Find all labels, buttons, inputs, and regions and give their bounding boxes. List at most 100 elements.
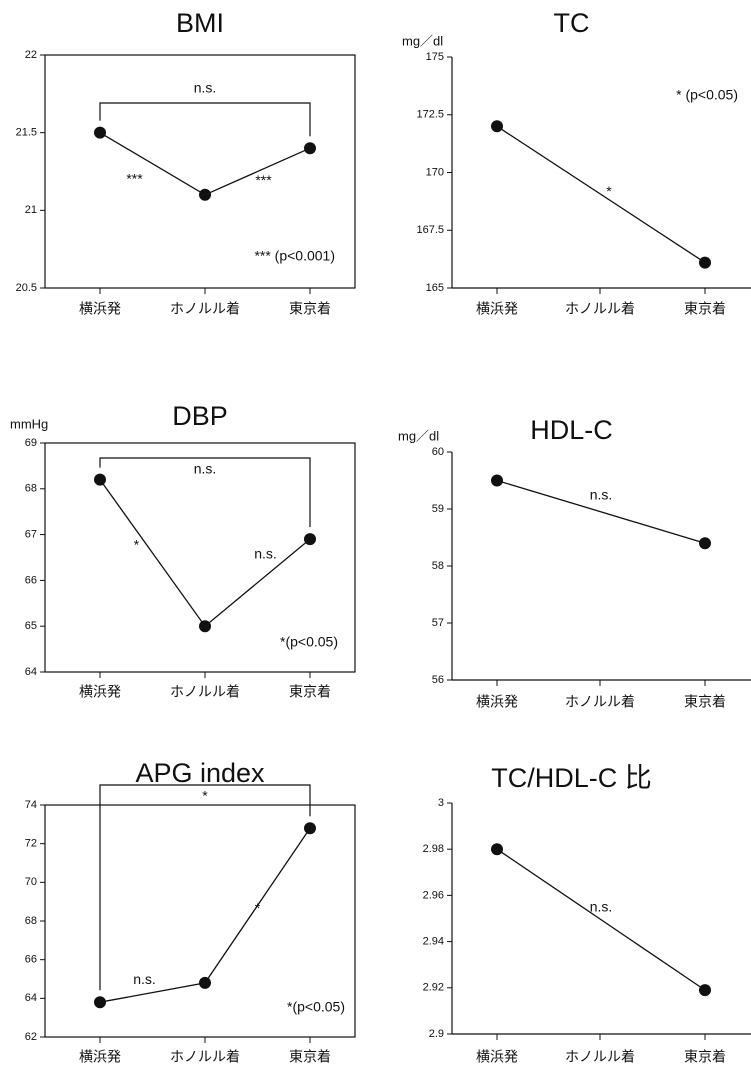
x-tick-label: 横浜発 (79, 684, 121, 700)
y-tick-label: 74 (25, 799, 37, 811)
y-tick-label: 2.94 (423, 936, 444, 948)
y-tick-label: 167.5 (416, 224, 444, 236)
data-point (699, 537, 711, 550)
x-tick-label: ホノルル着 (565, 694, 635, 710)
y-tick-label: 2.98 (423, 843, 444, 855)
plot-frame (44, 442, 356, 673)
y-tick-label: 62 (25, 1031, 37, 1043)
bracket (99, 102, 311, 137)
y-tick-label: 175 (426, 51, 444, 63)
y-tick-label: 56 (432, 674, 444, 686)
x-tick-label: ホノルル着 (565, 1049, 635, 1065)
data-line (496, 848, 706, 991)
chart-title: HDL-C (530, 415, 613, 445)
data-point (94, 126, 106, 139)
x-tick-label: 横浜発 (476, 301, 518, 317)
plot-frame (44, 54, 356, 289)
y-tick-label: 67 (25, 529, 37, 541)
segment-label: *** (126, 170, 143, 186)
data-line (496, 125, 706, 264)
data-point (94, 996, 106, 1009)
y-tick-label: 165 (426, 282, 444, 294)
segment-label: n.s. (590, 487, 613, 503)
y-tick-label: 68 (25, 483, 37, 495)
segment-label: n.s. (254, 545, 277, 561)
data-point (199, 620, 211, 633)
y-tick-label: 66 (25, 574, 37, 586)
y-tick-label: 22 (25, 49, 37, 61)
data-point (94, 473, 106, 486)
significance-note: *** (p<0.001) (254, 248, 335, 264)
data-point (699, 984, 711, 997)
data-point (699, 256, 711, 269)
data-line (99, 827, 311, 1003)
y-tick-label: 72 (25, 838, 37, 850)
significance-note: *(p<0.05) (287, 999, 345, 1015)
y-tick-label: 64 (25, 666, 37, 678)
data-line (496, 479, 706, 544)
x-tick-label: 横浜発 (79, 301, 121, 317)
y-axis-label: mmHg (10, 416, 48, 431)
segment-label: n.s. (133, 971, 156, 987)
data-point (491, 474, 503, 487)
x-tick-label: 横浜発 (79, 1049, 121, 1065)
y-tick-label: 64 (25, 992, 37, 1004)
x-tick-label: 東京着 (289, 301, 331, 317)
data-line (99, 479, 311, 628)
x-tick-label: 東京着 (289, 1049, 331, 1065)
bracket (99, 784, 311, 991)
data-point (304, 533, 316, 546)
y-tick-label: 60 (432, 446, 444, 458)
y-tick-label: 2.96 (423, 889, 444, 901)
y-tick-label: 69 (25, 437, 37, 449)
data-point (491, 843, 503, 856)
x-tick-label: ホノルル着 (170, 1049, 240, 1065)
x-tick-label: 横浜発 (476, 1049, 518, 1065)
data-point (491, 120, 503, 133)
x-tick-label: ホノルル着 (170, 684, 240, 700)
y-tick-label: 172.5 (416, 109, 444, 121)
data-point (304, 142, 316, 155)
y-tick-label: 58 (432, 560, 444, 572)
chart-title: TC (554, 8, 590, 38)
y-axis-label: mg／dl (398, 428, 439, 443)
y-axis-label: mg／dl (402, 33, 443, 48)
y-tick-label: 68 (25, 915, 37, 927)
y-tick-label: 57 (432, 617, 444, 629)
chart-title: BMI (176, 8, 224, 38)
y-tick-label: 66 (25, 954, 37, 966)
x-tick-label: 東京着 (684, 301, 726, 317)
data-point (199, 976, 211, 989)
y-tick-label: 3 (438, 797, 444, 809)
bracket-label: n.s. (194, 80, 217, 96)
y-tick-label: 2.9 (429, 1028, 444, 1040)
chart-title: TC/HDL-C 比 (491, 763, 652, 793)
bracket-label: n.s. (194, 461, 217, 477)
x-tick-label: 横浜発 (476, 694, 518, 710)
y-tick-label: 21.5 (16, 127, 37, 139)
segment-label: n.s. (590, 898, 613, 914)
y-tick-label: 70 (25, 876, 37, 888)
x-tick-label: 東京着 (289, 684, 331, 700)
y-tick-label: 65 (25, 620, 37, 632)
bracket (99, 457, 311, 528)
segment-label: * (134, 537, 140, 553)
y-tick-label: 59 (432, 503, 444, 515)
y-tick-label: 2.92 (423, 982, 444, 994)
significance-note: * (p<0.05) (676, 87, 738, 103)
segment-label: *** (255, 172, 272, 188)
data-point (199, 188, 211, 201)
bracket-label: * (202, 788, 208, 804)
chart-title: APG index (135, 758, 265, 788)
x-tick-label: 東京着 (684, 694, 726, 710)
x-tick-label: ホノルル着 (170, 301, 240, 317)
y-tick-label: 20.5 (16, 282, 37, 294)
data-point (304, 822, 316, 835)
y-tick-label: 21 (25, 204, 37, 216)
y-tick-label: 170 (426, 166, 444, 178)
x-tick-label: ホノルル着 (565, 301, 635, 317)
segment-label: * (255, 900, 261, 916)
x-tick-label: 東京着 (684, 1049, 726, 1065)
significance-note: *(p<0.05) (280, 634, 338, 650)
